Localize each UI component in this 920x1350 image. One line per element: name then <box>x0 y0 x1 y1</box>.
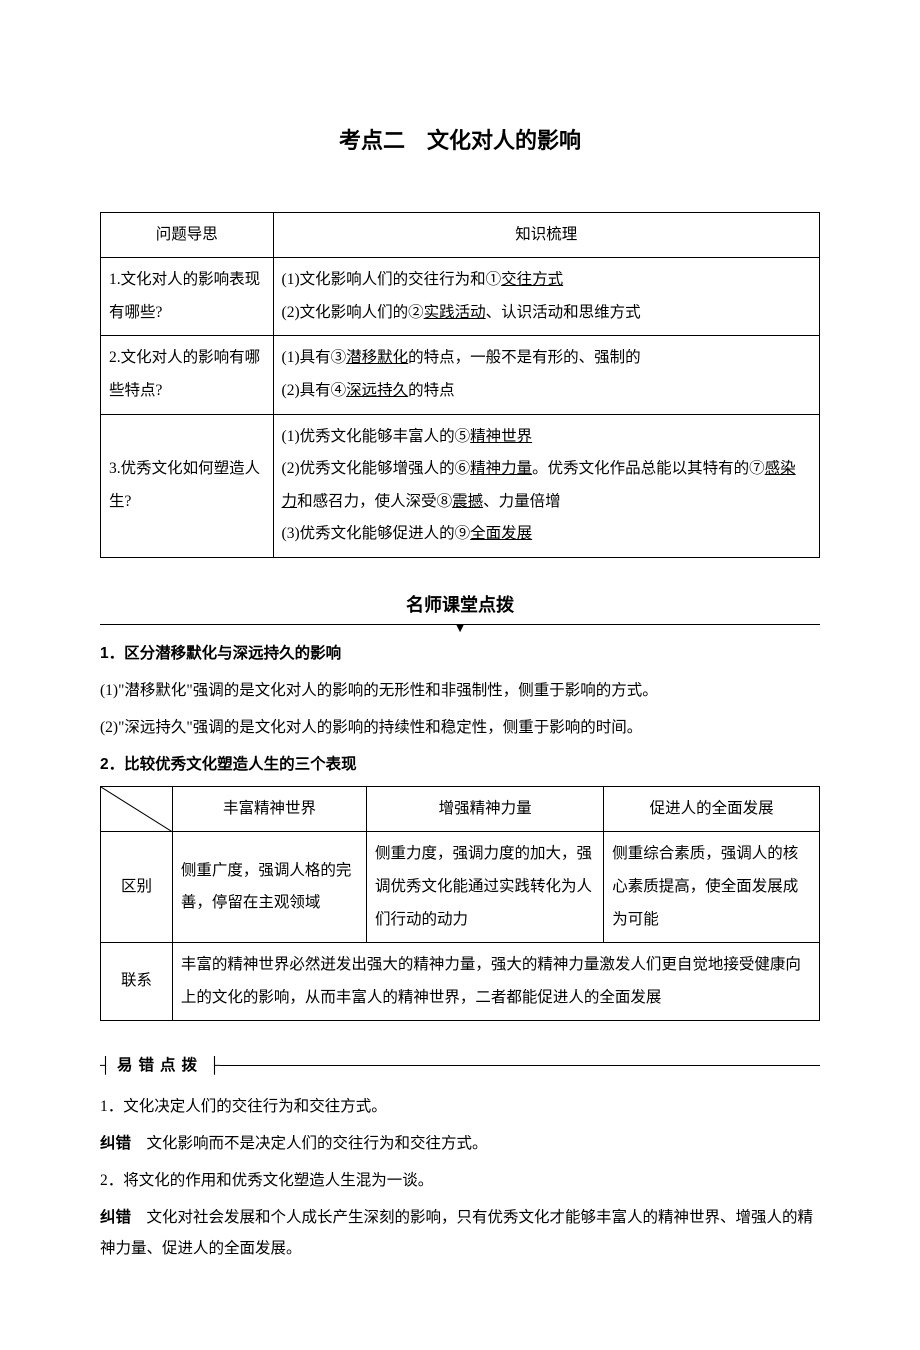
underlined-text: 交往方式 <box>501 271 563 288</box>
answer-line: (1)优秀文化能够丰富人的⑤精神世界 <box>282 421 811 454</box>
answer-line: (2)具有④深远持久的特点 <box>282 375 811 408</box>
point1-line1: (1)"潜移默化"强调的是文化对人的影响的无形性和非强制性，侧重于影响的方式。 <box>100 675 820 706</box>
row-label-diff: 区别 <box>101 832 173 943</box>
header-cell: 丰富精神世界 <box>172 786 366 832</box>
underlined-text: 深远持久 <box>346 382 408 399</box>
text-run: (3)优秀文化能够促进人的⑨ <box>282 525 471 542</box>
fix-label: 纠错 <box>100 1209 131 1226</box>
section-header-title: 名师课堂点拨 <box>100 588 820 622</box>
underlined-text: 实践活动 <box>424 304 486 321</box>
cell-a1: (1)文化影响人们的交往行为和①交往方式 (2)文化影响人们的②实践活动、认识活… <box>273 258 819 336</box>
underlined-text: 潜移默化 <box>346 349 408 366</box>
table-row: 丰富精神世界 增强精神力量 促进人的全面发展 <box>101 786 820 832</box>
row-label-link: 联系 <box>101 943 173 1021</box>
cell-q3: 3.优秀文化如何塑造人生? <box>101 414 274 557</box>
triangle-down-icon: ▼ <box>100 625 820 632</box>
text-run: 和感召力，使人深受⑧ <box>297 493 452 510</box>
diff-cell-1: 侧重广度，强调人格的完善，停留在主观领域 <box>172 832 366 943</box>
point1-head: 1．区分潜移默化与深远持久的影响 <box>100 638 820 669</box>
text-run: (2)文化影响人们的② <box>282 304 424 321</box>
answer-line: (3)优秀文化能够促进人的⑨全面发展 <box>282 518 811 551</box>
text-run: (1)具有③ <box>282 349 347 366</box>
fix-label: 纠错 <box>100 1135 131 1152</box>
underlined-text: 精神力量 <box>470 460 532 477</box>
text-run: (2)优秀文化能够增强人的⑥ <box>282 460 471 477</box>
header-cell-a: 知识梳理 <box>273 212 819 258</box>
cell-q2: 2.文化对人的影响有哪些特点? <box>101 336 274 414</box>
bracket-right-icon: ├ <box>209 1051 220 1080</box>
point2-head: 2．比较优秀文化塑造人生的三个表现 <box>100 749 820 780</box>
link-cell: 丰富的精神世界必然迸发出强大的精神力量，强大的精神力量激发人们更自觉地接受健康向… <box>172 943 819 1021</box>
cell-a2: (1)具有③潜移默化的特点，一般不是有形的、强制的 (2)具有④深远持久的特点 <box>273 336 819 414</box>
table-row: 3.优秀文化如何塑造人生? (1)优秀文化能够丰富人的⑤精神世界 (2)优秀文化… <box>101 414 820 557</box>
text-run: 、力量倍增 <box>483 493 561 510</box>
fix-text: 文化影响而不是决定人们的交往行为和交往方式。 <box>131 1135 488 1152</box>
err1-q: 1．文化决定人们的交往行为和交往方式。 <box>100 1091 820 1122</box>
text-run: 。优秀文化作品总能以其特有的⑦ <box>532 460 765 477</box>
fix-text: 文化对社会发展和个人成长产生深刻的影响，只有优秀文化才能够丰富人的精神世界、增强… <box>100 1209 813 1257</box>
diagonal-line-icon <box>101 787 172 832</box>
text-run: 、认识活动和思维方式 <box>486 304 641 321</box>
err1-a: 纠错 文化影响而不是决定人们的交往行为和交往方式。 <box>100 1128 820 1159</box>
table-compare: 丰富精神世界 增强精神力量 促进人的全面发展 区别 侧重广度，强调人格的完善，停… <box>100 786 820 1021</box>
table-row: 1.文化对人的影响表现有哪些? (1)文化影响人们的交往行为和①交往方式 (2)… <box>101 258 820 336</box>
table-outline-1: 问题导思 知识梳理 1.文化对人的影响表现有哪些? (1)文化影响人们的交往行为… <box>100 212 820 558</box>
answer-line: (2)优秀文化能够增强人的⑥精神力量。优秀文化作品总能以其特有的⑦感染力和感召力… <box>282 453 811 518</box>
bracket-left-icon: ┤ <box>100 1051 111 1080</box>
error-header-text: 易错点拨 <box>111 1051 209 1080</box>
underlined-text: 全面发展 <box>470 525 532 542</box>
err2-a: 纠错 文化对社会发展和个人成长产生深刻的影响，只有优秀文化才能够丰富人的精神世界… <box>100 1202 820 1264</box>
err2-q: 2．将文化的作用和优秀文化塑造人生混为一谈。 <box>100 1165 820 1196</box>
table-row: 2.文化对人的影响有哪些特点? (1)具有③潜移默化的特点，一般不是有形的、强制… <box>101 336 820 414</box>
cell-q1: 1.文化对人的影响表现有哪些? <box>101 258 274 336</box>
text-run: (2)具有④ <box>282 382 347 399</box>
diff-cell-2: 侧重力度，强调力度的加大，强调优秀文化能通过实践转化为人们行动的动力 <box>367 832 604 943</box>
header-cell: 促进人的全面发展 <box>604 786 820 832</box>
answer-line: (1)文化影响人们的交往行为和①交往方式 <box>282 264 811 297</box>
text-run: 的特点，一般不是有形的、强制的 <box>408 349 641 366</box>
error-header: ┤ 易错点拨 ├ <box>100 1051 820 1080</box>
diag-cell <box>101 786 173 832</box>
table-row: 联系 丰富的精神世界必然迸发出强大的精神力量，强大的精神力量激发人们更自觉地接受… <box>101 943 820 1021</box>
text-run: (1)文化影响人们的交往行为和① <box>282 271 502 288</box>
section-header: 名师课堂点拨 ▼ <box>100 588 820 632</box>
cell-a3: (1)优秀文化能够丰富人的⑤精神世界 (2)优秀文化能够增强人的⑥精神力量。优秀… <box>273 414 819 557</box>
header-cell-q: 问题导思 <box>101 212 274 258</box>
text-run: (1)优秀文化能够丰富人的⑤ <box>282 428 471 445</box>
answer-line: (1)具有③潜移默化的特点，一般不是有形的、强制的 <box>282 342 811 375</box>
diff-cell-3: 侧重综合素质，强调人的核心素质提高，使全面发展成为可能 <box>604 832 820 943</box>
answer-line: (2)文化影响人们的②实践活动、认识活动和思维方式 <box>282 297 811 330</box>
table-row: 区别 侧重广度，强调人格的完善，停留在主观领域 侧重力度，强调力度的加大，强调优… <box>101 832 820 943</box>
divider-line <box>220 1065 820 1066</box>
underlined-text: 精神世界 <box>470 428 532 445</box>
table-row: 问题导思 知识梳理 <box>101 212 820 258</box>
underlined-text: 震撼 <box>452 493 483 510</box>
text-run: 的特点 <box>408 382 455 399</box>
header-cell: 增强精神力量 <box>367 786 604 832</box>
point1-line2: (2)"深远持久"强调的是文化对人的影响的持续性和稳定性，侧重于影响的时间。 <box>100 712 820 743</box>
page-title: 考点二 文化对人的影响 <box>100 120 820 162</box>
